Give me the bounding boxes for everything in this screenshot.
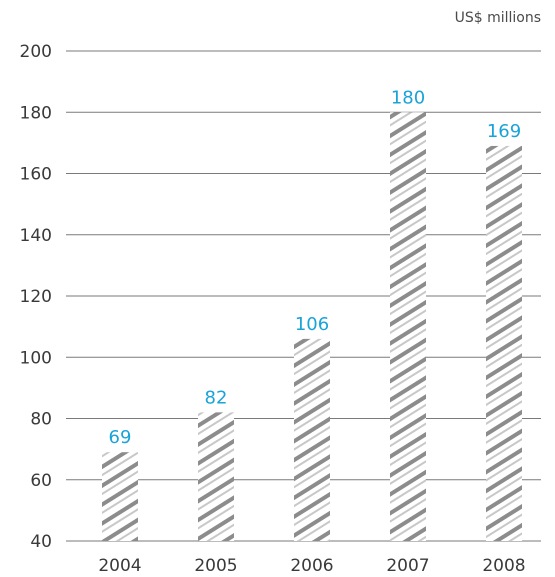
y-tick-label: 140 [20, 226, 52, 246]
y-tick-label: 120 [20, 287, 52, 307]
x-tick-labels: 2004 2005 2006 2007 2008 [98, 556, 525, 576]
bar-2004 [102, 452, 138, 541]
y-tick-label: 40 [30, 532, 52, 552]
y-tick-labels: 40 60 80 100 120 140 160 180 200 [20, 42, 52, 552]
x-tick-label-2006: 2006 [290, 556, 333, 576]
y-tick-label: 180 [20, 103, 52, 123]
y-tick-label: 80 [30, 410, 52, 430]
x-tick-label-2004: 2004 [98, 556, 141, 576]
y-tick-label: 100 [20, 348, 52, 368]
value-label-2004: 69 [109, 427, 132, 448]
y-tick-label: 60 [30, 471, 52, 491]
bar-2006 [294, 338, 330, 541]
value-label-2006: 106 [295, 314, 329, 335]
value-label-2007: 180 [391, 87, 425, 108]
value-label-2008: 169 [487, 121, 521, 142]
bars [102, 112, 522, 541]
y-tick-label: 160 [20, 165, 52, 185]
bar-2008 [486, 145, 522, 541]
value-labels: 69 82 106 180 169 [109, 87, 522, 448]
bar-2007 [390, 112, 426, 541]
y-tick-label: 200 [20, 42, 52, 62]
x-tick-label-2007: 2007 [386, 556, 429, 576]
unit-label: US$ millions [455, 10, 541, 26]
grid-lines [66, 50, 541, 542]
bar-2005 [198, 412, 234, 541]
x-tick-label-2005: 2005 [194, 556, 237, 576]
value-label-2005: 82 [205, 387, 228, 408]
x-tick-label-2008: 2008 [482, 556, 525, 576]
